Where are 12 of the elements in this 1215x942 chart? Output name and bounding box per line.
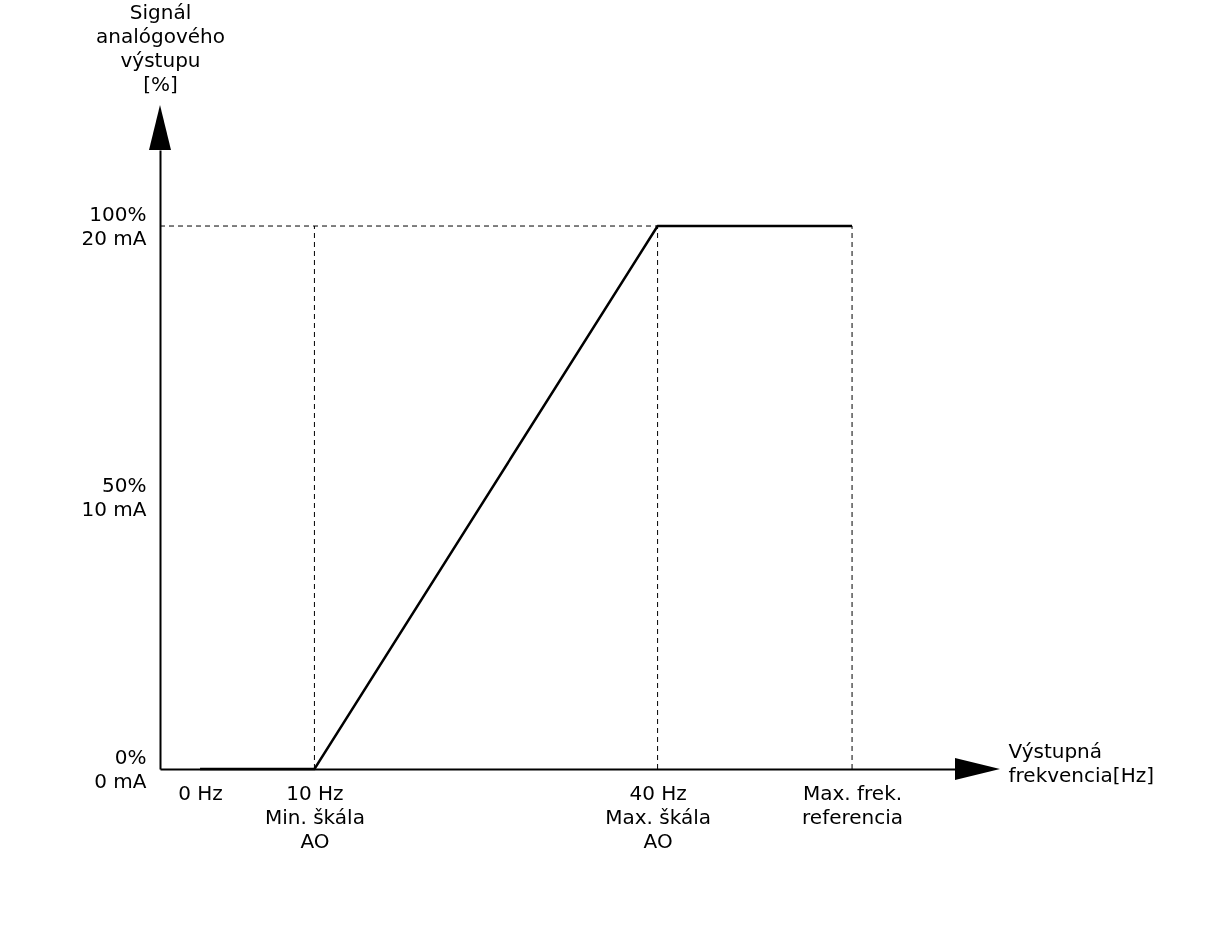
y2-tick-label: 20 mA (81, 225, 147, 250)
x-tick-label: 0 Hz (178, 780, 223, 805)
y-tick-label: 100% (89, 201, 147, 226)
x-tick-label: 10 Hz Min. škála AO (264, 780, 365, 853)
y-axis-title: Signál analógového výstupu [%] (96, 0, 225, 96)
x-axis-title: Výstupná frekvencia[Hz] (1008, 738, 1154, 787)
y2-tick-label: 0 mA (94, 768, 147, 793)
x-tick-label: Max. frek. referencia (802, 780, 904, 829)
y-tick-label: 50% (102, 473, 147, 498)
y-tick-label: 0% (114, 744, 147, 769)
y2-tick-label: 10 mA (81, 497, 147, 522)
x-tick-label: 40 Hz Max. škála AO (605, 780, 711, 853)
